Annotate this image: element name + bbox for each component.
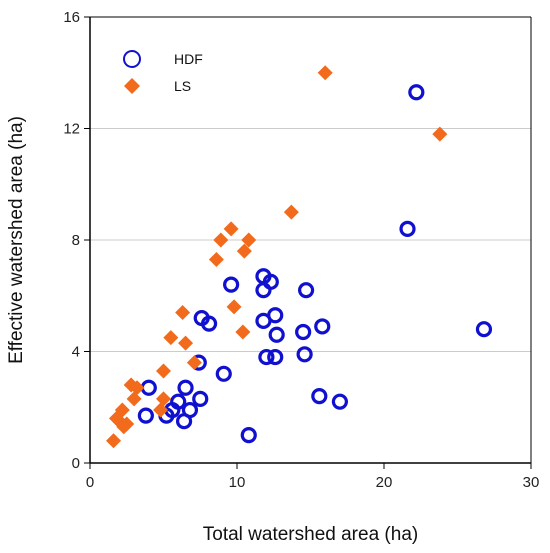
data-point-ls: [129, 380, 145, 396]
legend-marker: [123, 50, 141, 68]
x-tick-label: 20: [376, 474, 393, 491]
data-point-ls: [178, 335, 194, 351]
data-point-hdf: [170, 393, 187, 410]
data-point-ls: [283, 204, 299, 220]
data-point-hdf: [295, 323, 312, 341]
legend-item-hdf: HDF: [123, 50, 203, 68]
data-point-ls: [223, 221, 239, 237]
data-point-hdf: [267, 348, 284, 366]
data-point-hdf: [267, 307, 284, 324]
data-point-hdf: [137, 407, 154, 424]
data-point-ls: [126, 391, 142, 407]
data-point-ls: [236, 243, 252, 259]
legend-label: HDF: [174, 51, 203, 67]
data-point-hdf: [314, 318, 331, 335]
data-point-hdf: [297, 282, 315, 299]
y-tick-label: 12: [63, 121, 80, 138]
data-point-hdf: [200, 315, 218, 332]
data-point-ls: [235, 324, 251, 340]
data-point-hdf: [223, 276, 240, 293]
data-point-hdf: [181, 401, 199, 419]
data-point-ls: [186, 355, 202, 371]
axis-ticks: 0 10 20 30 0 4 8 12 16: [63, 9, 539, 491]
data-point-ls: [156, 391, 171, 407]
data-point-hdf: [240, 427, 257, 444]
data-point-hdf: [408, 84, 425, 101]
data-point-ls: [213, 232, 229, 248]
data-point-hdf: [192, 390, 209, 407]
data-point-ls: [241, 232, 257, 248]
data-point-ls: [317, 65, 333, 81]
data-point-hdf: [268, 326, 285, 343]
grid-lines: [90, 128, 531, 352]
data-point-ls: [156, 363, 171, 379]
data-point-ls: [208, 252, 224, 268]
data-point-hdf: [296, 346, 313, 363]
data-point-hdf: [177, 379, 194, 396]
y-tick-label: 16: [63, 9, 80, 26]
data-point-hdf: [399, 220, 416, 237]
legend-label: LS: [174, 78, 191, 94]
x-tick-label: 0: [86, 474, 94, 491]
y-tick-label: 4: [72, 344, 80, 361]
data-point-hdf: [258, 348, 275, 366]
x-tick-label: 10: [229, 474, 246, 491]
data-point-ls: [432, 126, 448, 142]
data-point-ls: [175, 304, 191, 320]
data-point-hdf: [475, 321, 493, 338]
legend-marker: [124, 78, 140, 94]
data-point-ls: [226, 299, 242, 315]
legend: HDF LS: [123, 50, 203, 94]
y-axis-label: Effective watershed area (ha): [6, 116, 27, 364]
series-ls: [106, 65, 448, 449]
data-point-ls: [153, 402, 169, 418]
series-hdf: [137, 84, 493, 444]
data-point-hdf: [331, 393, 348, 410]
data-point-hdf: [255, 282, 272, 299]
y-tick-label: 0: [72, 455, 80, 472]
data-point-ls: [163, 330, 179, 346]
data-point-hdf: [262, 273, 279, 290]
data-point-hdf: [215, 365, 232, 382]
data-point-ls: [114, 402, 130, 418]
data-point-ls: [119, 416, 135, 432]
data-point-hdf: [311, 388, 328, 405]
y-tick-label: 8: [72, 232, 80, 249]
data-marks: [106, 65, 493, 449]
x-axis-label: Total watershed area (ha): [203, 524, 418, 545]
data-point-ls: [106, 433, 122, 449]
legend-item-ls: LS: [124, 78, 191, 94]
x-tick-label: 30: [523, 474, 540, 491]
